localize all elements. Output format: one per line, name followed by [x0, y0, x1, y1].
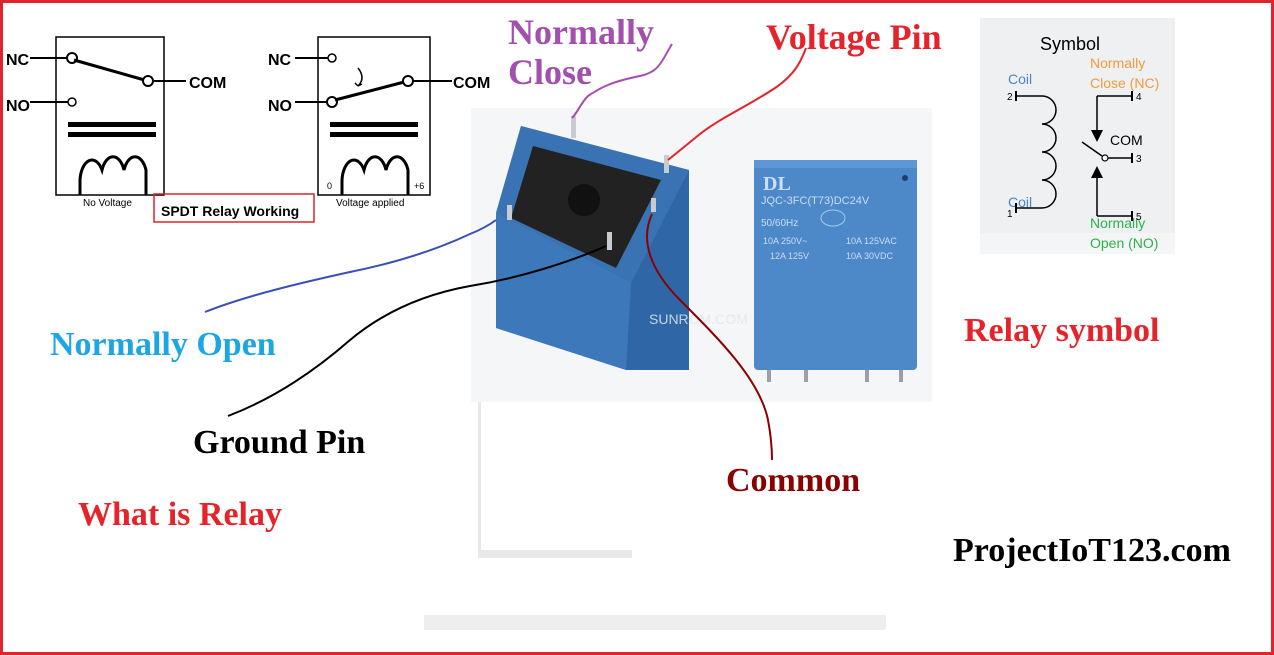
spdt-voltage-applied-diagram — [295, 36, 452, 196]
photo-edge-strip — [478, 550, 632, 558]
symbol-pin-3: 3 — [1136, 154, 1142, 165]
common-label: Common — [726, 462, 861, 499]
symbol-coil-winding — [1041, 95, 1057, 209]
normally-close-pointer — [571, 43, 673, 119]
spdt-diagrams: NC NO COM No Voltage SPDT Relay Working … — [6, 36, 490, 223]
photo-edge-strip — [424, 615, 886, 630]
photo-edge-strip — [478, 402, 481, 552]
normally-open-pointer — [204, 219, 497, 313]
spdt-left-no-label: NO — [6, 98, 30, 115]
common-pointer — [646, 213, 773, 461]
symbol-pin-5: 5 — [1136, 212, 1142, 223]
relay-symbol-box: Symbol Coil Coil Normally Close (NC) COM… — [980, 18, 1175, 254]
symbol-pin-1: 1 — [1007, 209, 1013, 220]
relay-rating-1a: 10A 250V~ — [763, 236, 807, 246]
relay-symbol-label: Relay symbol — [964, 312, 1160, 349]
relay-frequency: 50/60Hz — [761, 218, 798, 229]
symbol-com-label: COM — [1110, 132, 1143, 148]
page-title: What is Relay — [78, 496, 282, 533]
voltage-pin-label: Voltage Pin — [766, 17, 942, 57]
symbol-no-label-line2: Open (NO) — [1090, 235, 1158, 251]
spdt-no-voltage-diagram — [30, 36, 186, 196]
normally-close-label-line1: Normally — [508, 12, 654, 52]
normally-open-label: Normally Open — [50, 326, 276, 363]
spdt-caption: SPDT Relay Working — [161, 203, 299, 219]
symbol-heading: Symbol — [1040, 34, 1100, 54]
voltage-pin-pointer — [667, 47, 807, 161]
spdt-right-nc-label: NC — [268, 52, 292, 69]
spdt-right-com-label: COM — [453, 75, 490, 92]
relay-rating-2a: 12A 125V — [770, 251, 809, 261]
spdt-left-com-label: COM — [189, 75, 226, 92]
symbol-pin-4: 4 — [1136, 92, 1142, 103]
normally-close-label-line2: Close — [508, 52, 592, 92]
ground-pin-pointer — [227, 245, 607, 417]
symbol-nc-label-line1: Normally — [1090, 55, 1145, 71]
ground-pin-label: Ground Pin — [193, 424, 366, 461]
website-label: ProjectIoT123.com — [953, 532, 1231, 569]
spdt-right-caption: Voltage applied — [336, 198, 404, 209]
symbol-nc-label-line2: Close (NC) — [1090, 75, 1159, 91]
relay-rating-1b: 10A 125VAC — [846, 236, 897, 246]
spdt-right-v0-label: 0 — [327, 181, 332, 191]
relay-brand: DL — [763, 173, 791, 195]
symbol-pin-2: 2 — [1007, 92, 1013, 103]
normally-close-label: Normally Close — [508, 12, 654, 92]
relay-rating-2b: 10A 30VDC — [846, 251, 894, 261]
spdt-left-nc-label: NC — [6, 52, 30, 69]
relay-model: JQC-3FC(T73)DC24V — [761, 195, 870, 207]
symbol-coil-top-label: Coil — [1008, 71, 1032, 87]
spdt-right-v6-label: +6 — [414, 181, 424, 191]
spdt-right-no-label: NO — [268, 98, 292, 115]
symbol-coil-bottom-label: Coil — [1008, 194, 1032, 210]
spdt-left-caption: No Voltage — [83, 198, 132, 209]
